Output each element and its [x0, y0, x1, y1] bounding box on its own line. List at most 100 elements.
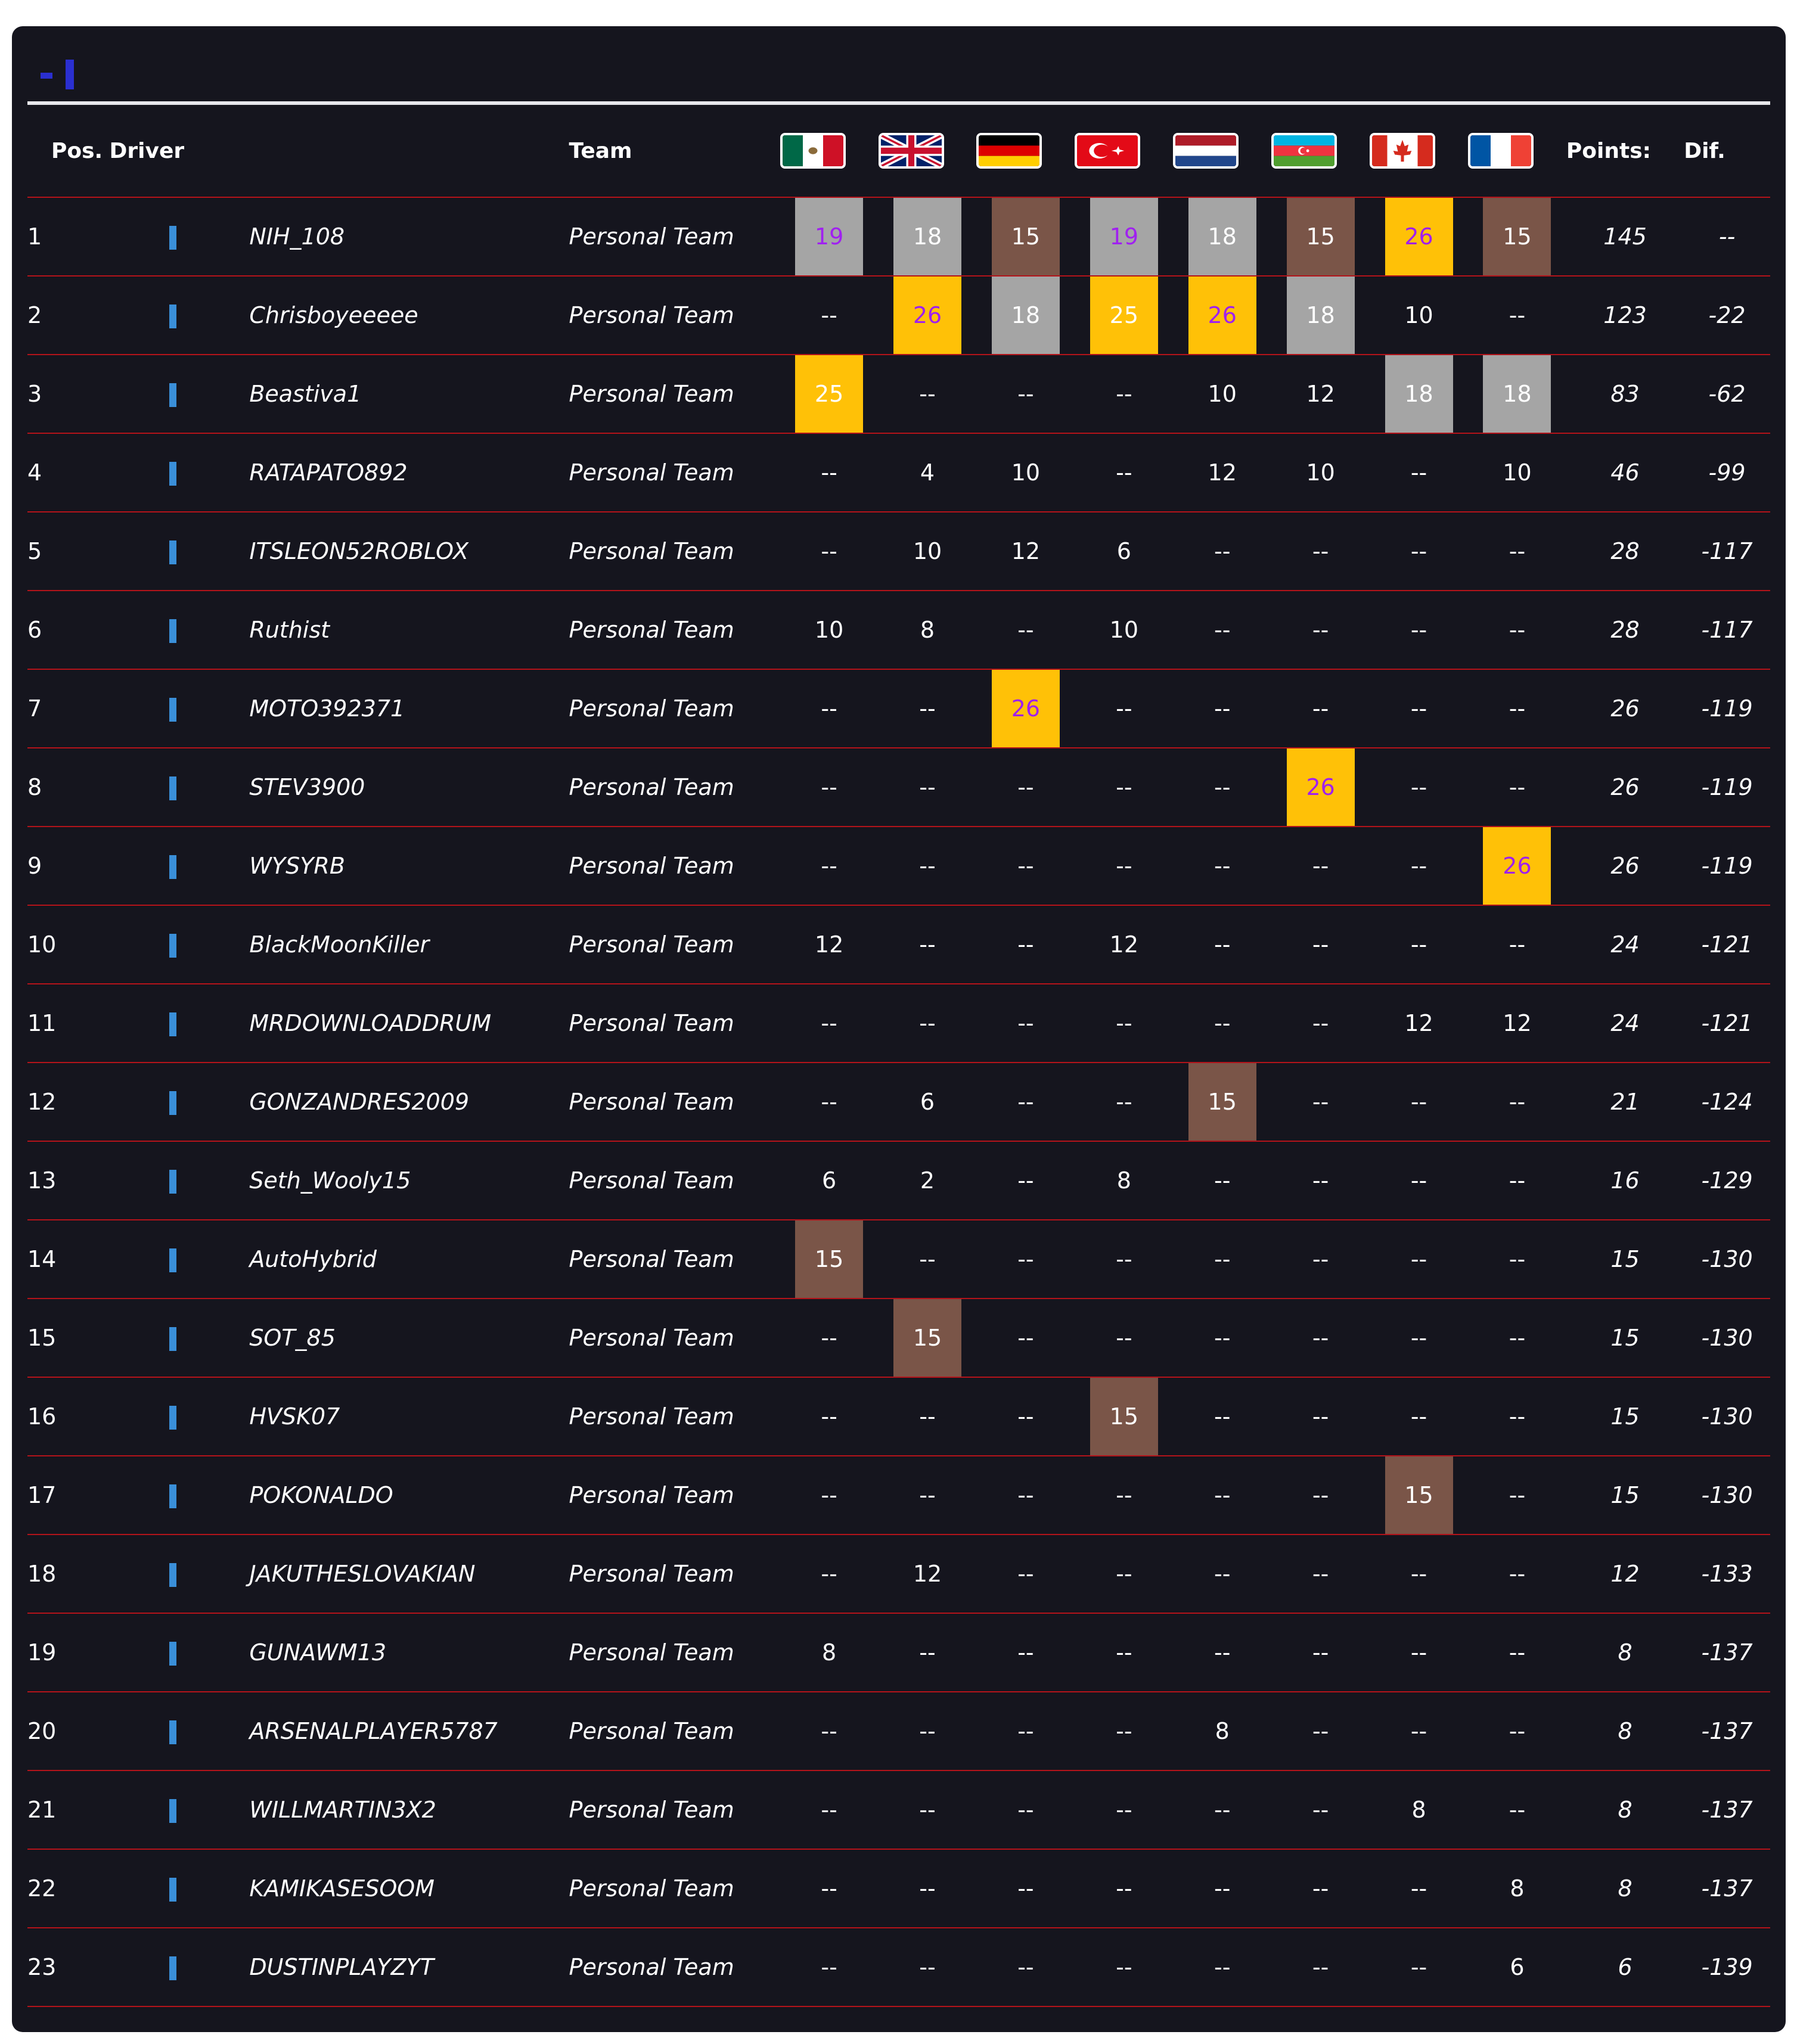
team-color-cell [104, 1692, 250, 1771]
table-row[interactable]: 18 JAKUTHESLOVAKIAN Personal Team -- 12 -- -- -… [27, 1534, 1770, 1614]
table-row[interactable]: 8 STEV3900 Personal Team -- -- -- -- -- 26 -- -- 26… [27, 748, 1770, 827]
race-result: -- [821, 1089, 837, 1115]
table-row[interactable]: 11 MRDOWNLOADDRUM Personal Team -- -- -- -- -- -… [27, 984, 1770, 1063]
driver-name[interactable]: JAKUTHESLOVAKIAN [249, 1534, 569, 1614]
team-color-bar [169, 1170, 176, 1194]
race-result: -- [1312, 1639, 1329, 1666]
header-race-1[interactable] [780, 105, 879, 198]
driver-name[interactable]: Beastiva1 [249, 355, 569, 434]
race-result-cell: -- [780, 1063, 879, 1142]
driver-name[interactable]: RATAPATO892 [249, 433, 569, 512]
team-color-cell [104, 1063, 250, 1142]
race-result: -- [1116, 1246, 1132, 1272]
race-result-cell: 15 [780, 1220, 879, 1299]
header-race-6[interactable] [1271, 105, 1370, 198]
race-result: -- [1116, 1089, 1132, 1115]
table-row[interactable]: 14 AutoHybrid Personal Team 15 -- -- -- -- -- -- -… [27, 1220, 1770, 1299]
race-result-cell: -- [878, 748, 977, 827]
table-row[interactable]: 19 GUNAWM13 Personal Team 8 -- -- -- -- -- -- -- 8-… [27, 1613, 1770, 1692]
table-row[interactable]: 1 NIH_108 Personal Team 19 18 15 19 18 15 26 15 145… [27, 197, 1770, 277]
team-color-bar [169, 1720, 176, 1745]
table-row[interactable]: 21 WILLMARTIN3X2 Personal Team -- -- -- -- -- --… [27, 1770, 1770, 1850]
table-row[interactable]: 7 MOTO392371 Personal Team -- -- 26 -- -- -- -- --… [27, 669, 1770, 748]
race-result-cell: -- [976, 1220, 1075, 1299]
team-name: Personal Team [569, 433, 780, 512]
driver-name[interactable]: STEV3900 [249, 748, 569, 827]
table-row[interactable]: 23 DUSTINPLAYZYT Personal Team -- -- -- -- -- --… [27, 1928, 1770, 2007]
race-result-cell: 15 [878, 1299, 977, 1378]
header-race-5[interactable] [1173, 105, 1272, 198]
points-gap: -117 [1684, 512, 1770, 591]
race-result: 8 [1116, 1167, 1131, 1194]
race-result: -- [1017, 1954, 1034, 1980]
driver-name[interactable]: MOTO392371 [249, 669, 569, 748]
race-result-cell: 18 [878, 197, 977, 277]
table-row[interactable]: 5 ITSLEON52ROBLOX Personal Team -- 10 12 6 -- --… [27, 512, 1770, 591]
table-row[interactable]: 15 SOT_85 Personal Team -- 15 -- -- -- -- -- -- 15-… [27, 1299, 1770, 1378]
race-result-cell: -- [1075, 1456, 1174, 1535]
driver-name[interactable]: GUNAWM13 [249, 1613, 569, 1692]
driver-name[interactable]: GONZANDRES2009 [249, 1063, 569, 1142]
race-result: -- [1116, 1797, 1132, 1823]
race-result-cell: 15 [1271, 197, 1370, 277]
race-result-cell: -- [1468, 1692, 1566, 1771]
driver-name[interactable]: Chrisboyeeeee [249, 276, 569, 355]
table-row[interactable]: 2 Chrisboyeeeee Personal Team -- 26 18 25 26 18 1… [27, 276, 1770, 355]
team-color-bar [169, 540, 176, 565]
driver-name[interactable]: HVSK07 [249, 1377, 569, 1456]
team-color-bar [169, 1799, 176, 1824]
mexico-flag-icon [780, 133, 846, 169]
driver-name[interactable]: ITSLEON52ROBLOX [249, 512, 569, 591]
driver-name[interactable]: POKONALDO [249, 1456, 569, 1535]
driver-name[interactable]: ARSENALPLAYER5787 [249, 1692, 569, 1771]
header-race-4[interactable] [1075, 105, 1174, 198]
points-total: 83 [1566, 355, 1684, 434]
header-race-3[interactable] [976, 105, 1075, 198]
race-result: -- [1214, 931, 1231, 958]
race-result-cell: -- [878, 1456, 977, 1535]
driver-name[interactable]: BlackMoonKiller [249, 905, 569, 984]
table-row[interactable]: 6 Ruthist Personal Team 10 8 -- 10 -- -- -- -- 28 -1… [27, 591, 1770, 670]
table-row[interactable]: 13 Seth_Wooly15 Personal Team 6 2 -- 8 -- -- -- --… [27, 1141, 1770, 1220]
table-row[interactable]: 4 RATAPATO892 Personal Team -- 4 10 -- 12 10 -- 10… [27, 433, 1770, 512]
race-result: -- [1017, 1875, 1034, 1902]
points-gap: -121 [1684, 984, 1770, 1063]
driver-name[interactable]: Seth_Wooly15 [249, 1141, 569, 1220]
points-total: 15 [1566, 1456, 1684, 1535]
driver-name[interactable]: AutoHybrid [249, 1220, 569, 1299]
race-result-cell: 8 [878, 591, 977, 670]
driver-name[interactable]: WYSYRB [249, 827, 569, 906]
header-race-2[interactable] [878, 105, 977, 198]
race-result: -- [1312, 1167, 1329, 1194]
driver-name[interactable]: Ruthist [249, 591, 569, 670]
race-result: 26 [893, 277, 962, 354]
team-color-bar [169, 619, 176, 644]
table-row[interactable]: 22 KAMIKASESOOM Personal Team -- -- -- -- -- -- -… [27, 1849, 1770, 1928]
header-race-8[interactable] [1468, 105, 1566, 198]
team-color-cell [104, 905, 250, 984]
driver-name[interactable]: KAMIKASESOOM [249, 1849, 569, 1928]
driver-name[interactable]: DUSTINPLAYZYT [249, 1928, 569, 2007]
driver-name[interactable]: NIH_108 [249, 197, 569, 277]
table-row[interactable]: 16 HVSK07 Personal Team -- -- -- 15 -- -- -- -- 15-… [27, 1377, 1770, 1456]
table-row[interactable]: 3 Beastiva1 Personal Team 25 -- -- -- 10 12 18 18 8… [27, 355, 1770, 434]
race-result-cell: -- [1370, 827, 1468, 906]
driver-name[interactable]: SOT_85 [249, 1299, 569, 1378]
team-name: Personal Team [569, 276, 780, 355]
driver-name[interactable]: WILLMARTIN3X2 [249, 1770, 569, 1850]
table-row[interactable]: 17 POKONALDO Personal Team -- -- -- -- -- -- 15 --… [27, 1456, 1770, 1535]
table-row[interactable]: 12 GONZANDRES2009 Personal Team -- 6 -- -- 15 --… [27, 1063, 1770, 1142]
race-result: 15 [1090, 1378, 1158, 1455]
race-result-cell: -- [1271, 591, 1370, 670]
race-result: -- [1017, 1325, 1034, 1351]
table-row[interactable]: 9 WYSYRB Personal Team -- -- -- -- -- -- -- 26 26 -1… [27, 827, 1770, 906]
position-cell: 8 [27, 748, 105, 827]
driver-name[interactable]: MRDOWNLOADDRUM [249, 984, 569, 1063]
table-row[interactable]: 10 BlackMoonKiller Personal Team 12 -- -- 12 --… [27, 905, 1770, 984]
race-result: -- [1312, 1954, 1329, 1980]
race-result: -- [1214, 1875, 1231, 1902]
header-race-7[interactable] [1370, 105, 1468, 198]
table-row[interactable]: 20 ARSENALPLAYER5787 Personal Team -- -- -- --… [27, 1692, 1770, 1771]
race-result: 8 [1510, 1875, 1525, 1902]
points-gap: -119 [1684, 669, 1770, 748]
